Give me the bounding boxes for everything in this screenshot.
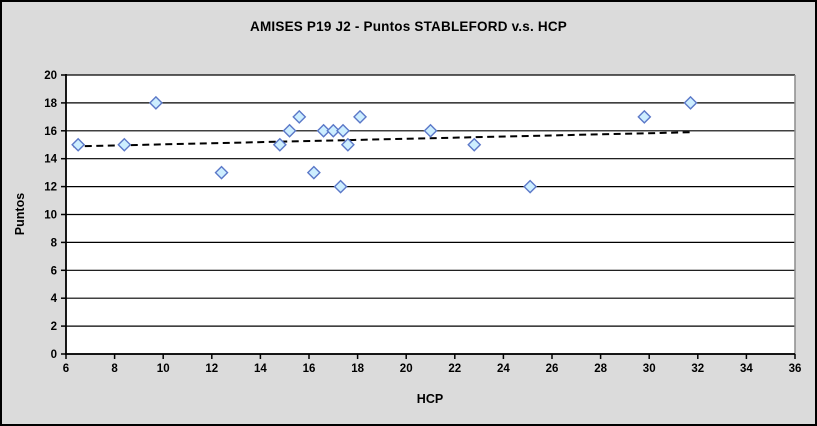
x-tick-label: 6 bbox=[63, 363, 69, 375]
x-axis-title: HCP bbox=[416, 392, 444, 406]
chart-title: AMISES P19 J2 - Puntos STABLEFORD v.s. H… bbox=[250, 19, 567, 34]
x-tick-label: 32 bbox=[691, 363, 704, 375]
data-point bbox=[148, 95, 163, 110]
x-tick-label: 36 bbox=[789, 363, 802, 375]
data-point bbox=[117, 137, 132, 152]
x-tick-label: 8 bbox=[111, 363, 118, 375]
x-tick-label: 28 bbox=[594, 363, 607, 375]
y-tick-label: 4 bbox=[51, 293, 58, 305]
data-point bbox=[423, 123, 438, 138]
x-tick-label: 10 bbox=[157, 363, 170, 375]
x-tick-label: 16 bbox=[303, 363, 316, 375]
y-tick-label: 20 bbox=[44, 70, 57, 82]
data-point bbox=[282, 123, 297, 138]
y-tick-label: 10 bbox=[44, 210, 57, 222]
data-point bbox=[316, 123, 331, 138]
y-tick-label: 16 bbox=[44, 126, 57, 138]
y-tick-label: 0 bbox=[51, 349, 57, 361]
x-tick-label: 24 bbox=[497, 363, 510, 375]
data-point bbox=[333, 179, 348, 194]
data-point bbox=[523, 179, 538, 194]
data-point bbox=[71, 137, 86, 152]
y-tick-label: 14 bbox=[44, 154, 57, 166]
data-point bbox=[336, 123, 351, 138]
y-tick-label: 12 bbox=[44, 182, 57, 194]
x-tick-label: 14 bbox=[254, 363, 267, 375]
x-tick-label: 22 bbox=[448, 363, 461, 375]
data-point bbox=[306, 165, 321, 180]
y-tick-label: 2 bbox=[51, 321, 57, 333]
x-tick-label: 12 bbox=[205, 363, 218, 375]
x-tick-label: 26 bbox=[546, 363, 559, 375]
x-tick-label: 20 bbox=[400, 363, 413, 375]
y-axis-title: Puntos bbox=[13, 192, 27, 236]
data-point bbox=[637, 109, 652, 124]
data-point bbox=[292, 109, 307, 124]
data-point bbox=[340, 137, 355, 152]
data-point bbox=[326, 123, 341, 138]
data-point bbox=[214, 165, 229, 180]
data-point bbox=[467, 137, 482, 152]
y-tick-label: 6 bbox=[51, 265, 57, 277]
y-tick-label: 8 bbox=[51, 237, 58, 249]
x-tick-label: 34 bbox=[740, 363, 753, 375]
x-tick-label: 30 bbox=[643, 363, 656, 375]
data-point bbox=[683, 95, 698, 110]
x-tick-label: 18 bbox=[351, 363, 364, 375]
y-tick-label: 18 bbox=[44, 98, 57, 110]
data-point bbox=[353, 109, 368, 124]
data-point bbox=[272, 137, 287, 152]
